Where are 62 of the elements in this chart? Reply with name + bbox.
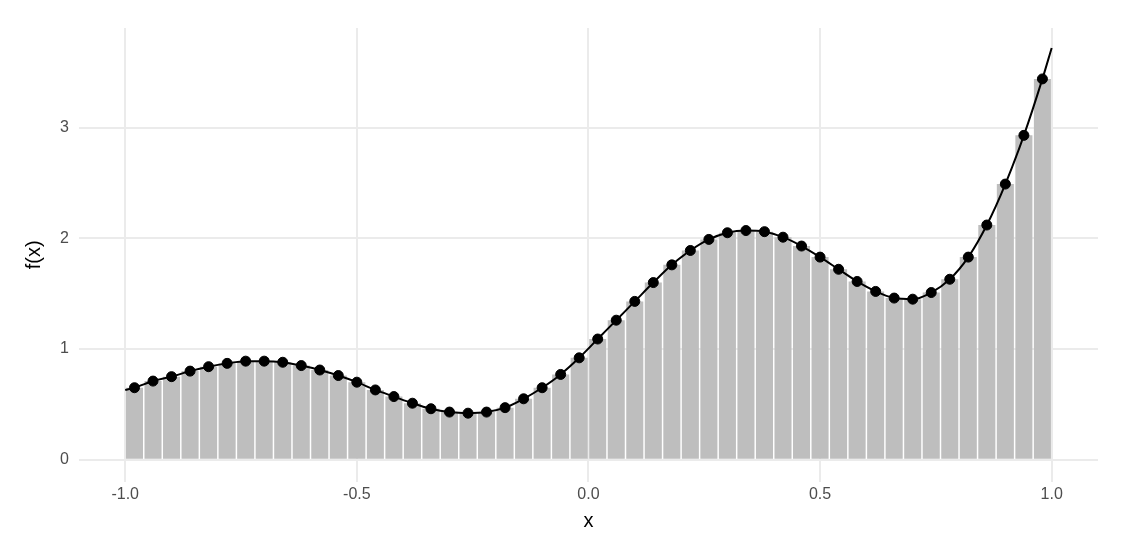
point [443,406,455,418]
point [703,233,715,245]
x-tick-label: 1.0 [1040,484,1063,502]
point [907,293,919,305]
point [573,352,585,364]
point [314,364,326,376]
point [944,273,956,285]
point [369,384,381,396]
point [758,226,770,238]
point [184,365,196,377]
y-axis-title: f(x) [21,240,44,270]
point [147,375,159,387]
y-tick-label: 2 [59,228,69,246]
point [740,225,752,237]
point [499,402,511,414]
point [536,382,548,394]
y-tick-label: 0 [59,450,69,468]
point [684,244,696,256]
point [258,355,270,367]
x-tick-label: 0.0 [577,484,600,502]
point [610,314,622,326]
point [981,219,993,231]
point [814,251,826,263]
point [925,287,937,299]
point [833,263,845,275]
point [128,382,140,394]
x-tick-label: -1.0 [111,484,140,502]
point [647,277,659,289]
x-tick-label: -0.5 [343,484,371,502]
point [1036,73,1048,85]
point [555,368,567,380]
point [999,178,1011,190]
y-tick-label: 1 [59,339,69,357]
point [592,333,604,345]
point [295,360,307,372]
point [221,357,233,369]
point [962,251,974,263]
x-axis-title: x [583,508,594,531]
point [462,407,474,419]
point [796,240,808,252]
point [425,403,437,415]
point [481,406,493,418]
point [388,391,400,403]
bar [1033,78,1051,459]
point [1018,129,1030,141]
point [332,370,344,382]
point [277,356,289,368]
point [240,355,252,367]
point [666,259,678,271]
point [629,295,641,307]
point [166,371,178,383]
point [406,397,418,409]
point [777,231,789,243]
point [518,393,530,405]
y-tick-label: 3 [59,118,69,136]
point [888,292,900,304]
point [870,285,882,297]
point [203,361,215,373]
point [851,275,863,287]
x-tick-label: 0.5 [808,484,832,502]
point [351,376,363,388]
point [721,227,733,239]
